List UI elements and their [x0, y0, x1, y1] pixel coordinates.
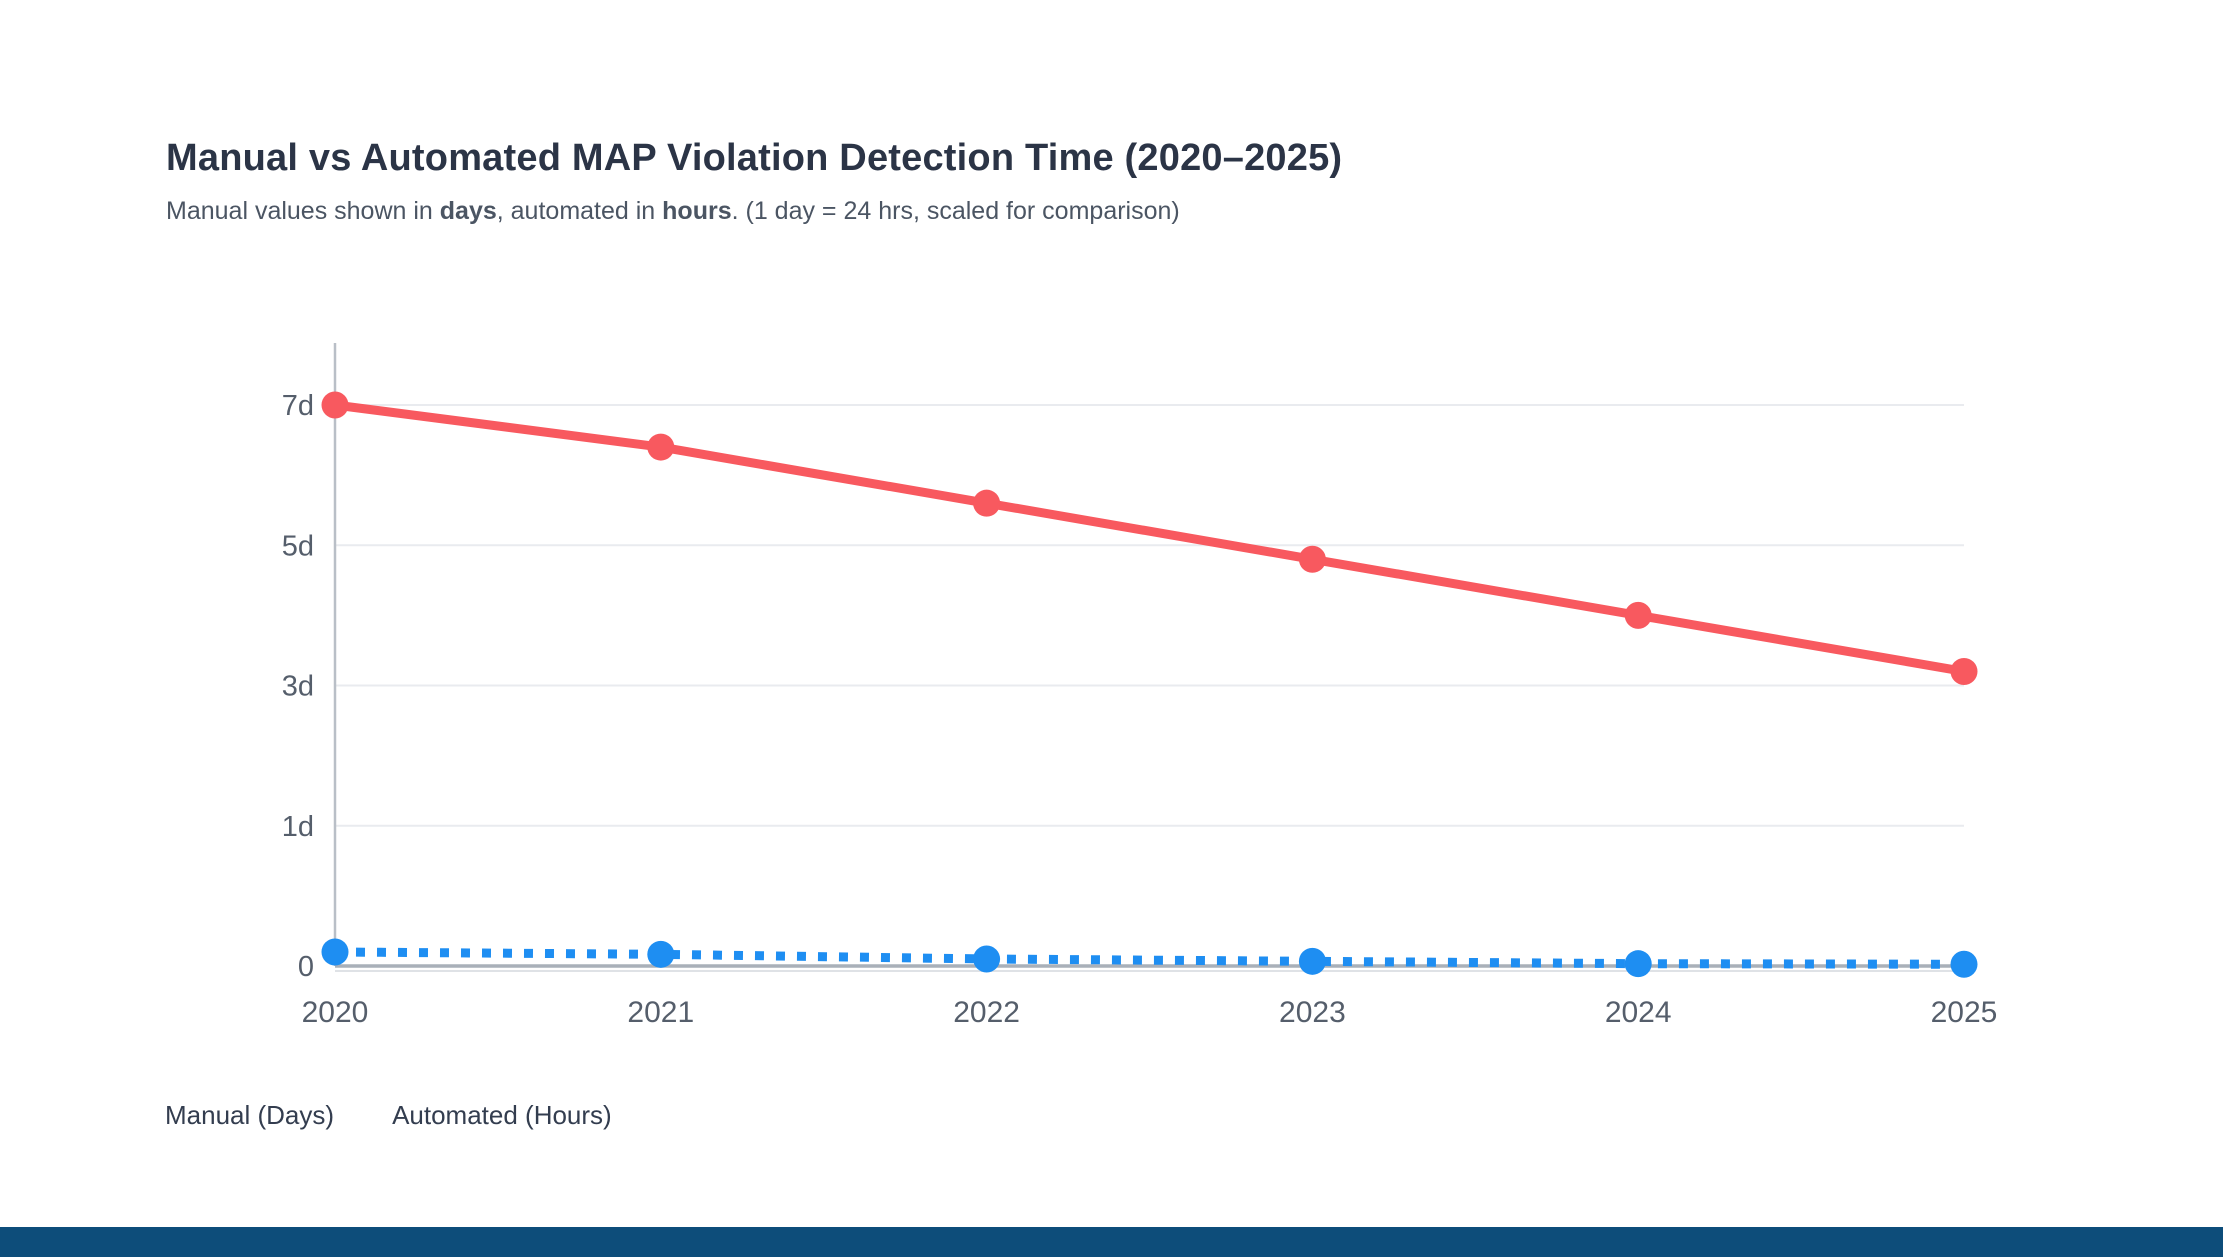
automated-series-line: [334, 947, 1965, 969]
subtitle-emphasis: hours: [662, 197, 732, 225]
manual-point-2020: [321, 391, 349, 419]
y-tick-label-5d: 5d: [282, 530, 314, 562]
automated-point-2022: [973, 945, 1001, 973]
page-subtitle: Manual values shown in days, automated i…: [166, 197, 1180, 226]
x-tick-label-2022: 2022: [953, 996, 1020, 1029]
legend-item-manual: Manual (Days): [165, 1100, 335, 1130]
x-tick-label-2025: 2025: [1931, 996, 1998, 1029]
page-title: Manual vs Automated MAP Violation Detect…: [166, 137, 1343, 180]
manual-point-2021: [647, 433, 675, 461]
automated-point-2023: [1298, 947, 1326, 975]
y-tick-label-0: 0: [298, 951, 314, 983]
y-tick-label-7d: 7d: [282, 390, 314, 422]
manual-point-2023: [1298, 545, 1326, 573]
x-tick-label-2020: 2020: [302, 996, 369, 1029]
automated-point-2021: [647, 940, 675, 968]
automated-point-2025: [1950, 950, 1978, 978]
automated-point-2024: [1624, 950, 1652, 978]
legend: Manual (Days) Automated (Hours): [165, 1100, 612, 1131]
manual-point-2022: [973, 489, 1001, 517]
x-tick-label-2023: 2023: [1279, 996, 1346, 1029]
legend-item-automated: Automated (Hours): [392, 1100, 612, 1130]
x-tick-label-2024: 2024: [1605, 996, 1672, 1029]
subtitle-text: . (1 day = 24 hrs, scaled for comparison…: [731, 197, 1180, 225]
y-tick-label-3d: 3d: [282, 671, 314, 703]
subtitle-emphasis: days: [439, 197, 497, 225]
manual-point-2025: [1950, 657, 1978, 685]
x-tick-label-2021: 2021: [627, 996, 694, 1029]
automated-point-2020: [321, 938, 349, 966]
subtitle-text: Manual values shown in: [166, 197, 440, 225]
manual-series-line: [330, 400, 1969, 676]
footer-bar: [0, 1227, 2223, 1257]
manual-point-2024: [1624, 601, 1652, 629]
subtitle-text: , automated in: [496, 197, 663, 225]
y-tick-label-1d: 1d: [282, 811, 314, 843]
